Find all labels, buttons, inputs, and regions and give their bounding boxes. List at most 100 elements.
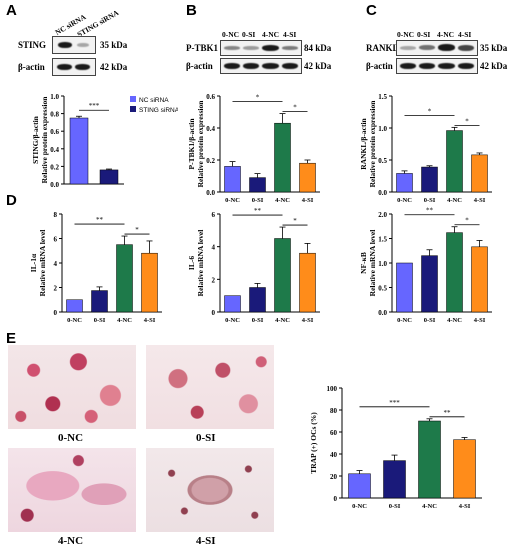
- bar: [116, 244, 133, 313]
- x-tick-label: 0-NC: [225, 197, 240, 204]
- x-tick-label: 4-SI: [302, 317, 314, 324]
- y-axis-label: TRAP (+) OCs (%): [309, 412, 318, 474]
- x-tick-label: 0-SI: [252, 197, 264, 204]
- bar: [446, 232, 463, 313]
- photo-label-4-nc: 4-NC: [58, 535, 84, 547]
- y-tick-label: 0.6: [206, 93, 215, 101]
- y-tick-label: 20: [330, 473, 338, 481]
- bar: [471, 246, 488, 313]
- significance-label: ***: [89, 102, 100, 110]
- bar: [91, 290, 108, 313]
- y-tick-label: 80: [330, 407, 338, 415]
- blot-b-lane-1: 0-NC: [222, 30, 240, 39]
- x-tick-label: 4-NC: [275, 317, 290, 324]
- y-tick-label: 0.4: [206, 125, 215, 133]
- significance-label: **: [426, 207, 434, 215]
- bar: [396, 173, 413, 193]
- x-tick-label: 0-SI: [94, 317, 106, 324]
- x-tick-label: 0-SI: [252, 317, 264, 324]
- y-tick-label: 4: [54, 260, 58, 268]
- photo-0-si: [146, 345, 274, 429]
- bar: [446, 130, 463, 193]
- blot-c-lane-2: 0-SI: [417, 30, 431, 39]
- blot-b-actin: [220, 58, 302, 74]
- photo-label-0-nc: 0-NC: [58, 432, 84, 444]
- y-tick-label: 1.0: [50, 93, 59, 101]
- x-tick-label: 0-NC: [352, 503, 367, 510]
- y-tick-label: 0.0: [206, 189, 215, 197]
- chart-c-rankl: 0.0 0.5 1.0 1.5 RANKL/β-actin Relative protei…: [359, 93, 492, 204]
- y-tick-label: 4: [212, 244, 216, 252]
- photo-label-0-si: 0-SI: [196, 432, 216, 444]
- bar: [471, 154, 488, 193]
- blot-b-row1-kda: 84 kDa: [304, 43, 332, 53]
- y-tick-label: 1.0: [378, 125, 387, 133]
- y-axis-label: P-TBK1/β-actin: [187, 118, 196, 170]
- panel-label-a: A: [6, 2, 17, 19]
- blot-b-lane-4: 4-SI: [283, 30, 297, 39]
- significance-label: *: [428, 107, 432, 115]
- y-tick-label: 6: [212, 211, 216, 219]
- blot-a-sting: [52, 36, 96, 54]
- blot-b-row1-name: P-TBK1: [186, 43, 219, 53]
- y-tick-label: 0.4: [50, 146, 59, 154]
- y-tick-label: 1.5: [378, 93, 387, 101]
- y-tick-label: 1.5: [378, 236, 387, 244]
- y-axis-label: RANKL/β-actin: [359, 117, 368, 169]
- y-tick-label: 2.0: [378, 211, 387, 219]
- blot-a-row1-name: STING: [18, 40, 47, 50]
- bar: [69, 117, 89, 185]
- photo-4-si: [146, 448, 274, 532]
- x-tick-label: 0-SI: [389, 503, 401, 510]
- y-tick-label: 0.0: [378, 189, 387, 197]
- blot-c-actin: [396, 58, 478, 74]
- blot-c-row2-kda: 42 kDa: [480, 61, 508, 71]
- x-tick-label: 0-NC: [397, 197, 412, 204]
- panel-label-c: C: [366, 2, 377, 19]
- y-tick-label: 0.6: [50, 128, 59, 136]
- blot-b-ptbk1: [220, 40, 302, 56]
- significance-label: **: [444, 409, 452, 417]
- x-tick-label: 4-NC: [447, 197, 462, 204]
- blot-b-lane-3: 4-NC: [262, 30, 280, 39]
- y-tick-label: 0.0: [378, 309, 387, 317]
- y-tick-label: 0.5: [378, 157, 387, 165]
- y-axis-label: STING/β-actin: [31, 115, 40, 164]
- bar: [249, 177, 266, 193]
- y-axis-label: IL-6: [187, 256, 196, 270]
- panel-label-b: B: [186, 2, 197, 19]
- y-tick-label: 0: [54, 309, 58, 317]
- y-tick-label: 0: [212, 309, 216, 317]
- bar: [383, 460, 406, 499]
- chart-d-il6: 0 2 4 6 IL-6 Relative mRNA level 0-NC 0-SI 4-NC 4…: [187, 207, 320, 324]
- x-tick-label: 4-NC: [447, 317, 462, 324]
- chart-d-il1a: 0 2 4 6 8 IL-1α Relative mRNA level 0-NC 0-SI 4-N…: [29, 211, 162, 324]
- x-tick-label: 4-SI: [474, 197, 486, 204]
- y-axis-label-2: Relative mRNA level: [196, 230, 205, 297]
- bar: [421, 255, 438, 313]
- y-tick-label: 2: [212, 276, 216, 284]
- significance-label: *: [465, 217, 469, 225]
- bar: [274, 238, 291, 313]
- bar: [224, 166, 241, 193]
- y-axis-label-2: Relative protein expression: [196, 100, 205, 188]
- blot-b-row2-kda: 42 kDa: [304, 61, 332, 71]
- x-tick-label: 4-NC: [275, 197, 290, 204]
- blot-c-lane-3: 4-NC: [437, 30, 455, 39]
- bar: [274, 122, 291, 193]
- significance-label: *: [256, 94, 260, 102]
- y-tick-label: 2: [54, 285, 58, 293]
- panel-label-e: E: [6, 330, 17, 347]
- bar: [99, 169, 119, 185]
- blot-c-row1-kda: 35 kDa: [480, 43, 508, 53]
- x-tick-label: 0-NC: [67, 317, 82, 324]
- y-axis-label: IL-1α: [29, 253, 38, 272]
- x-tick-label: 4-SI: [474, 317, 486, 324]
- y-tick-label: 6: [54, 236, 58, 244]
- blot-c-lane-4: 4-SI: [458, 30, 472, 39]
- legend-swatch: [130, 96, 136, 102]
- bar: [141, 252, 158, 313]
- blot-a-row1-kda: 35 kDa: [100, 40, 128, 50]
- x-tick-label: 4-NC: [117, 317, 132, 324]
- photo-label-4-si: 4-SI: [196, 535, 216, 547]
